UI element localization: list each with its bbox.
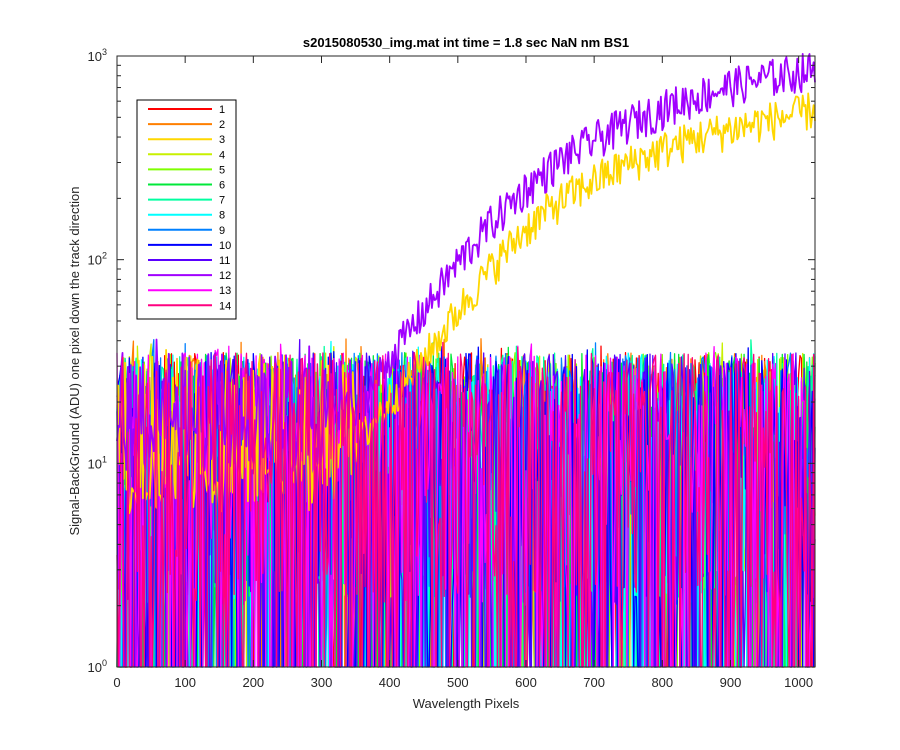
- legend-label-8: 8: [219, 210, 225, 222]
- legend-label-12: 12: [219, 270, 231, 282]
- x-axis-label: Wavelength Pixels: [413, 696, 520, 711]
- legend-label-11: 11: [219, 255, 230, 267]
- x-tick-label: 600: [515, 675, 537, 690]
- chart-title: s2015080530_img.mat int time = 1.8 sec N…: [303, 35, 629, 50]
- legend-label-4: 4: [219, 149, 225, 161]
- x-tick-label: 100: [174, 675, 196, 690]
- x-tick-label: 0: [113, 675, 120, 690]
- legend-label-10: 10: [219, 240, 231, 252]
- legend-label-6: 6: [219, 180, 225, 192]
- series-line-14: [116, 341, 816, 668]
- x-tick-label: 400: [379, 675, 401, 690]
- legend-label-1: 1: [219, 104, 225, 116]
- legend-label-3: 3: [219, 134, 225, 146]
- x-tick-label: 900: [720, 675, 742, 690]
- legend-label-13: 13: [219, 285, 231, 297]
- x-ticks: 0 100 200 300 400 500 600 700 800 900 1000: [113, 56, 813, 690]
- legend-label-5: 5: [219, 164, 225, 176]
- legend-label-9: 9: [219, 225, 225, 237]
- y-tick-label: 102: [88, 251, 107, 268]
- y-axis-label: Signal-BackGround (ADU) one pixel down t…: [67, 186, 82, 535]
- legend-label-2: 2: [219, 119, 225, 131]
- y-tick-label: 103: [88, 47, 107, 64]
- y-tick-label: 100: [88, 658, 107, 675]
- legend-label-7: 7: [219, 195, 225, 207]
- axes-frame: [116, 55, 816, 668]
- x-tick-label: 800: [651, 675, 673, 690]
- x-tick-label: 1000: [784, 675, 813, 690]
- x-tick-label: 500: [447, 675, 469, 690]
- x-tick-label: 300: [311, 675, 333, 690]
- y-tick-label: 101: [88, 454, 107, 471]
- x-tick-label: 700: [583, 675, 605, 690]
- legend-label-14: 14: [219, 300, 231, 312]
- x-tick-label: 200: [242, 675, 264, 690]
- legend-box: [136, 99, 237, 320]
